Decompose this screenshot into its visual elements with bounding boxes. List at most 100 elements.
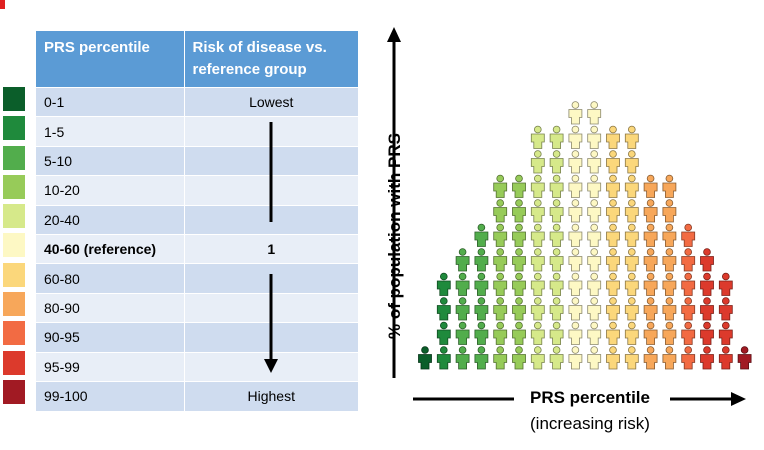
person-icon [530, 297, 545, 321]
person-icon [568, 272, 583, 296]
person-icon [568, 248, 583, 272]
color-swatch-7 [3, 292, 25, 317]
person-icon [493, 346, 508, 370]
person-icon [474, 248, 489, 272]
color-swatch-0 [3, 87, 25, 111]
risk-color-bar [3, 87, 25, 409]
person-icon [700, 321, 714, 345]
person-icon [530, 346, 545, 370]
person-icon [606, 199, 620, 223]
person-icon [624, 297, 639, 321]
person-icon [568, 346, 583, 370]
person-icon [530, 174, 545, 198]
person-icon [436, 272, 451, 296]
down-arrowhead [264, 359, 278, 373]
person-icon [549, 346, 564, 370]
person-icon [568, 174, 583, 198]
person-icon [587, 101, 602, 125]
person-icon [568, 125, 583, 149]
person-icon [624, 199, 639, 223]
person-icon [643, 199, 658, 223]
percentile-cell: 95-99 [36, 351, 185, 382]
risk-cell: Lowest [184, 86, 358, 117]
percentile-cell: 80-90 [36, 292, 185, 323]
person-icon [606, 150, 620, 174]
person-icon [700, 346, 714, 370]
color-swatch-5 [3, 233, 25, 258]
person-icon [549, 248, 564, 272]
percentile-cell: 5-10 [36, 145, 185, 176]
person-icon [436, 321, 451, 345]
risk-arrows [264, 122, 278, 373]
person-icon [624, 125, 639, 149]
person-icon [700, 248, 714, 272]
person-icon [624, 223, 639, 247]
person-icon [549, 125, 564, 149]
person-icon [530, 150, 545, 174]
person-icon [718, 321, 733, 345]
risk-cell-reference: 1 [184, 233, 358, 264]
risk-cell: Highest [184, 380, 358, 411]
person-icon [568, 297, 583, 321]
person-icon [549, 297, 564, 321]
person-icon [624, 346, 639, 370]
person-icon [643, 248, 658, 272]
person-icon [587, 321, 602, 345]
person-icon [530, 199, 545, 223]
person-icon [624, 174, 639, 198]
person-icon [662, 199, 677, 223]
color-swatch-6 [3, 262, 25, 287]
person-icon [624, 321, 639, 345]
person-icon [530, 248, 545, 272]
person-icon [662, 272, 677, 296]
person-icon [718, 297, 733, 321]
percentile-cell: 10-20 [36, 175, 185, 206]
person-icon [737, 346, 752, 370]
person-icon [512, 174, 526, 198]
color-swatch-10 [3, 379, 25, 404]
person-icon [512, 297, 526, 321]
person-icon [549, 223, 564, 247]
person-icon [700, 272, 714, 296]
person-icon [493, 321, 508, 345]
person-icon [549, 272, 564, 296]
color-swatch-8 [3, 321, 25, 346]
person-icon [512, 223, 526, 247]
person-icon [606, 346, 620, 370]
person-icon [662, 346, 677, 370]
person-icon [568, 150, 583, 174]
person-icon [587, 174, 602, 198]
person-icon [587, 272, 602, 296]
person-icon [662, 223, 677, 247]
person-icon [718, 272, 733, 296]
person-icon [681, 321, 696, 345]
person-icon [512, 321, 526, 345]
person-icon [681, 297, 696, 321]
person-icon [587, 223, 602, 247]
person-icon [662, 297, 677, 321]
person-icon [418, 346, 432, 370]
person-icon [512, 199, 526, 223]
person-icon [606, 297, 620, 321]
person-icon [662, 248, 677, 272]
person-icon [643, 297, 658, 321]
person-icon [474, 297, 489, 321]
person-icon [474, 223, 489, 247]
person-icon [700, 297, 714, 321]
person-icon [587, 297, 602, 321]
person-icon [662, 321, 677, 345]
person-icon [530, 321, 545, 345]
person-icon [549, 321, 564, 345]
person-icon [681, 346, 696, 370]
person-icon [643, 321, 658, 345]
person-icon [474, 346, 489, 370]
person-icon [606, 321, 620, 345]
x-axis-sublabel: (increasing risk) [530, 414, 650, 433]
person-icon [606, 125, 620, 149]
percentile-cell: 90-95 [36, 322, 185, 353]
color-swatch-3 [3, 174, 25, 199]
person-icon [681, 223, 696, 247]
person-icon [681, 248, 696, 272]
